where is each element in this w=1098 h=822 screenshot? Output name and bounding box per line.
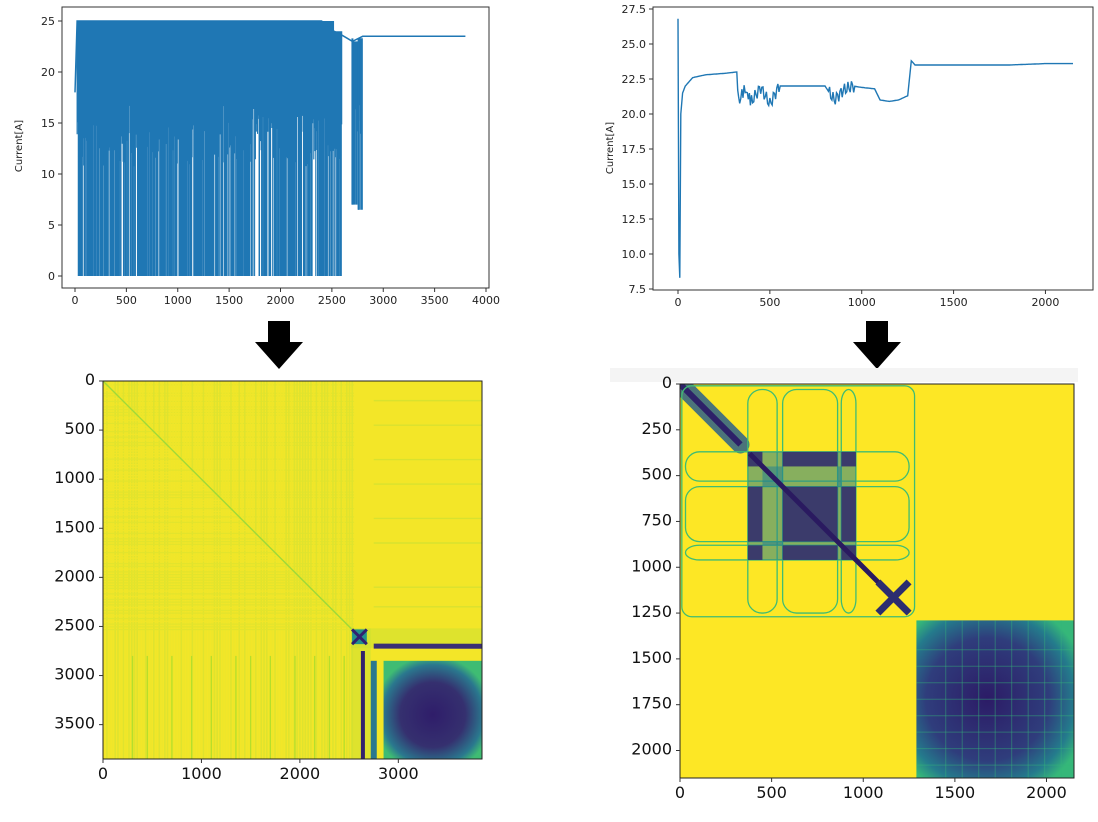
heatmap1-frame	[102, 380, 483, 760]
heatmap2-page-band	[610, 368, 1078, 382]
chart2-ytick-label: 22.5	[622, 73, 647, 86]
heatmap2-cluster-block	[841, 486, 856, 542]
chart1-xtick-label: 2000	[267, 294, 295, 307]
down-arrow-right	[853, 321, 901, 369]
chart2-xtick-label: 1000	[848, 296, 876, 309]
line-chart-2: Current[A] 0 500 1000 1500 2000 7.5 10.0 12.5 15…	[605, 3, 1094, 309]
chart1-ytick-label: 5	[48, 219, 55, 232]
chart1-xtick-label: 1500	[215, 294, 243, 307]
down-arrow-left	[255, 321, 303, 369]
heatmap1-xtick-label: 2000	[280, 764, 321, 783]
heatmap2-cluster-block	[782, 545, 838, 560]
heatmap1-ytick-label: 3000	[54, 665, 95, 684]
heatmap1-transition-band	[351, 628, 482, 649]
chart1-xtick-label: 1000	[164, 294, 192, 307]
heatmap2-ytick-label: 250	[641, 419, 672, 438]
chart2-ylabel: Current[A]	[605, 122, 616, 174]
chart2-ytick-label: 12.5	[622, 213, 647, 226]
heatmap1-ytick-label: 2000	[54, 566, 95, 585]
heatmap1-edge-strip	[370, 660, 377, 759]
heatmap1-large-block	[383, 660, 482, 759]
chart2-xtick-label: 500	[759, 296, 780, 309]
chart1-xtick-label: 3000	[369, 294, 397, 307]
heatmap2-gap-row	[747, 541, 856, 546]
heatmap1-ytick-label: 0	[85, 370, 95, 389]
chart2-series-line	[677, 18, 1073, 278]
heatmap2-ytick-label: 1500	[631, 648, 672, 667]
heatmap-2: 0 500 1000 1500 2000 0 250 500 750 1000 1250 1500 17…	[610, 368, 1078, 802]
chart2-ytick-label: 7.5	[629, 283, 647, 296]
heatmap2-ytick-label: 1250	[631, 602, 672, 621]
chart2-xtick-label: 2000	[1031, 296, 1059, 309]
chart1-ytick-label: 20	[41, 66, 55, 79]
chart1-xtick-label: 3500	[421, 294, 449, 307]
heatmap1-ytick-label: 3500	[54, 714, 95, 733]
heatmap1-ytick-label: 1000	[54, 468, 95, 487]
heatmap2-ytick-label: 0	[662, 373, 672, 392]
heatmap2-early-diagonal-core	[680, 384, 743, 447]
chart2-ytick-label: 17.5	[622, 143, 647, 156]
heatmap1-ytick-label: 2500	[54, 615, 95, 634]
heatmap1-small-cross	[350, 628, 368, 646]
chart2-xtick-label: 1500	[940, 296, 968, 309]
heatmap2-ytick-label: 2000	[631, 740, 672, 759]
chart2-ytick-label: 27.5	[622, 3, 647, 16]
heatmap2-gap-col	[837, 451, 842, 560]
chart2-ytick-label: 25.0	[622, 38, 647, 51]
heatmap1-diagonal	[103, 381, 355, 632]
chart1-series-line	[74, 20, 466, 93]
heatmap2-outline	[681, 385, 916, 618]
heatmap2-ytick-label: 750	[641, 510, 672, 529]
chart1-ytick-label: 0	[48, 270, 55, 283]
heatmap2-cluster-block	[747, 486, 763, 542]
heatmap2-ytick-label: 1750	[631, 694, 672, 713]
heatmap2-small-cross	[875, 579, 912, 616]
heatmap2-cluster-block	[747, 545, 763, 560]
chart1-oscillation-band	[76, 21, 363, 276]
heatmap2-xtick-label: 500	[756, 783, 787, 802]
chart1-ytick-label: 10	[41, 168, 55, 181]
chart1-xtick-label: 500	[116, 294, 137, 307]
chart1-ytick-label: 25	[41, 15, 55, 28]
chart2-frame	[652, 6, 1094, 291]
heatmap2-frame	[679, 383, 1075, 779]
heatmap2-large-block	[916, 620, 1074, 778]
chart2-ytick-label: 10.0	[622, 248, 647, 261]
heatmap1-xtick-label: 0	[98, 764, 108, 783]
chart2-ytick-label: 20.0	[622, 108, 647, 121]
heatmap2-ytick-label: 1000	[631, 556, 672, 575]
heatmap2-xtick-label: 0	[675, 783, 685, 802]
heatmap1-xtick-label: 3000	[378, 764, 419, 783]
heatmap1-dark-streak	[360, 651, 365, 759]
heatmap1-ytick-label: 1500	[54, 517, 95, 536]
heatmap2-cluster-block	[782, 451, 838, 467]
chart1-ytick-label: 15	[41, 117, 55, 130]
heatmap1-xtick-label: 1000	[181, 764, 222, 783]
heatmap2-cluster-block	[841, 451, 856, 467]
chart1-xtick-label: 4000	[472, 294, 500, 307]
heatmap2-xtick-label: 1000	[843, 783, 884, 802]
chart1-xtick-label: 0	[72, 294, 79, 307]
heatmap2-xtick-label: 2000	[1026, 783, 1067, 802]
heatmap2-ytick-label: 500	[641, 465, 672, 484]
chart1-xtick-label: 2500	[318, 294, 346, 307]
chart2-ytick-label: 15.0	[622, 178, 647, 191]
chart1-ylabel: Current[A]	[14, 120, 25, 172]
heatmap1-ytick-label: 500	[64, 419, 95, 438]
heatmap-1: 0 1000 2000 3000 0 500 1000 1500 2000 2500 3000 350…	[54, 370, 483, 783]
line-chart-1: Current[A] 0 500 1000 1500 2000 2500 3000 3500 4…	[14, 6, 500, 307]
chart2-xtick-label: 0	[675, 296, 682, 309]
heatmap2-xtick-label: 1500	[935, 783, 976, 802]
